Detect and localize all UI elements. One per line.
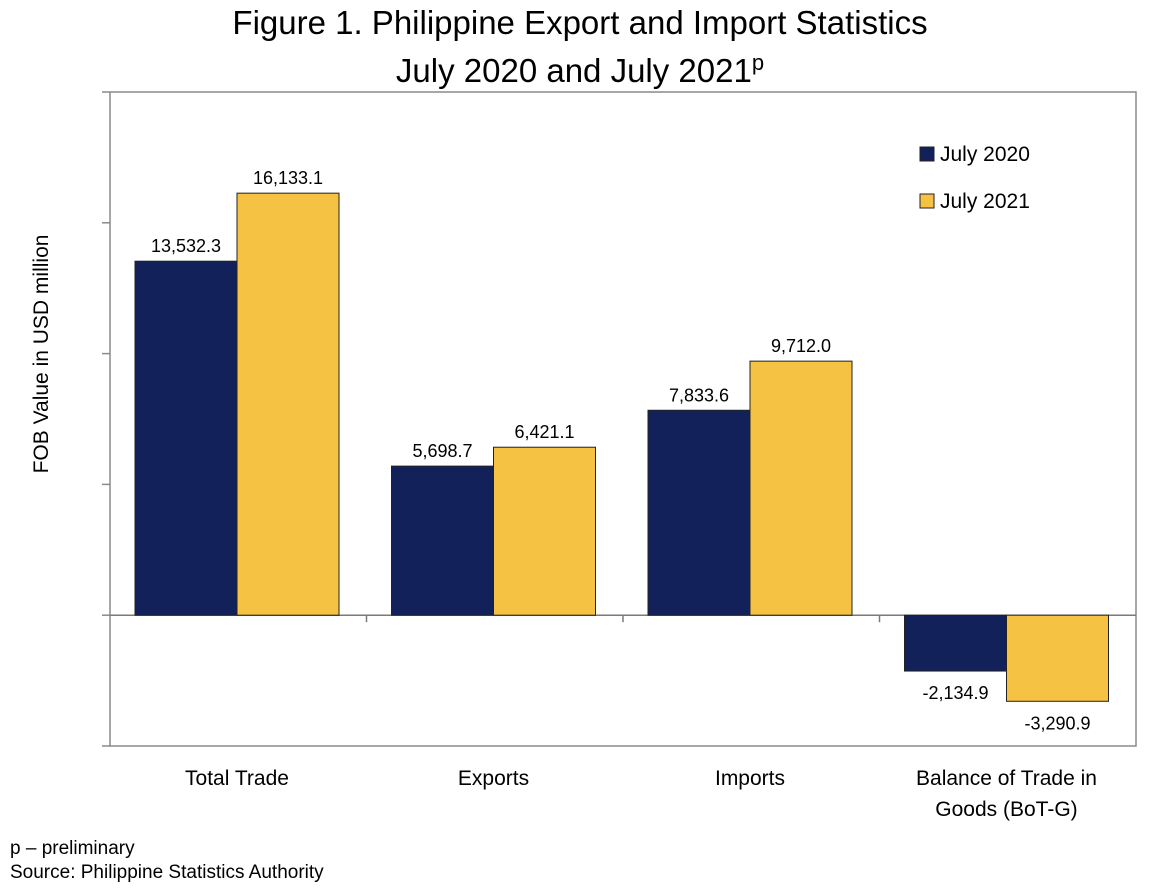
data-label: 5,698.7: [412, 441, 472, 461]
data-label: -2,134.9: [922, 683, 988, 703]
bar: [647, 409, 751, 616]
bar: [391, 465, 494, 616]
data-label: 16,133.1: [253, 168, 323, 188]
data-label: 9,712.0: [771, 336, 831, 356]
y-axis-label: FOB Value in USD million: [30, 235, 53, 474]
data-label: 6,421.1: [514, 422, 574, 442]
x-tick-label: Imports: [715, 767, 785, 790]
chart-subtitle-text: July 2020 and July 2021: [395, 52, 752, 89]
legend-entry: July 2021: [940, 190, 1030, 213]
bar: [134, 260, 238, 616]
legend-entry: July 2020: [940, 143, 1030, 166]
bar: [749, 360, 853, 616]
x-tick-label: Total Trade: [185, 767, 289, 790]
x-tick-label: Exports: [458, 767, 529, 790]
bar: [236, 192, 340, 616]
legend-swatch: [919, 193, 935, 209]
data-label: -3,290.9: [1024, 713, 1090, 733]
preliminary-marker: p: [751, 50, 765, 75]
chart-title: Figure 1. Philippine Export and Import S…: [232, 4, 928, 41]
footnote-source: Source: Philippine Statistics Authority: [10, 862, 324, 883]
legend-swatch: [919, 146, 935, 162]
bar: [904, 614, 1007, 672]
chart-subtitle: July 2020 and July 2021p: [0, 44, 1160, 90]
bar: [493, 446, 596, 616]
bar: [1006, 614, 1109, 702]
x-tick-label: Goods (BoT-G): [935, 798, 1077, 821]
x-tick-label: Balance of Trade in: [916, 767, 1097, 790]
footnote-preliminary: p – preliminary: [10, 838, 135, 859]
data-label: 7,833.6: [669, 385, 729, 405]
data-label: 13,532.3: [151, 236, 221, 256]
